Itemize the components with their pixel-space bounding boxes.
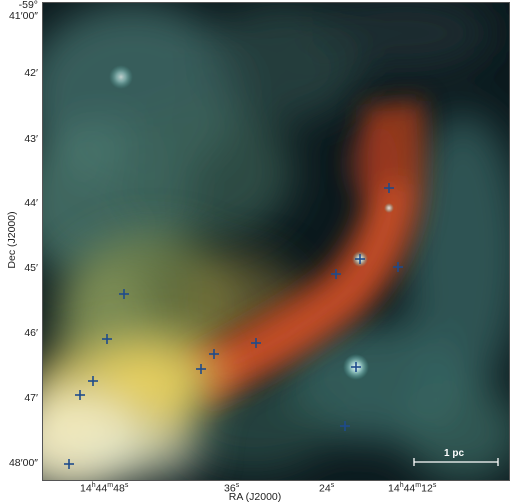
- scale-bar-label: 1 pc: [444, 448, 465, 459]
- x-tick-48s-ms: m: [107, 482, 114, 489]
- x-tick-12s-ms: m: [415, 482, 422, 489]
- y-tick-44: 44′: [24, 197, 38, 209]
- marker: [196, 364, 206, 374]
- marker: [64, 459, 74, 469]
- x-tick-12s-s: 12: [421, 482, 433, 495]
- marker: [88, 376, 98, 386]
- scale-bar: [413, 458, 499, 466]
- y-tick-top: -59° 41′00″: [0, 0, 38, 22]
- marker: [102, 334, 112, 344]
- x-tick-12s-h: 14: [388, 482, 400, 495]
- x-tick-48s-m: 44: [95, 482, 108, 495]
- yellow-glow: [43, 333, 223, 480]
- marker: [251, 338, 261, 348]
- marker: [119, 289, 129, 299]
- x-tick-48s-s: 48: [113, 482, 125, 495]
- x-tick-24s-ss: s: [330, 482, 335, 489]
- marker: [340, 421, 350, 431]
- ionization-ridge: [179, 100, 426, 410]
- marker: [384, 183, 394, 193]
- x-tick-36s-ss: s: [235, 482, 240, 489]
- source-markers: [64, 183, 403, 469]
- bright-star-upper: [109, 65, 133, 89]
- x-tick-48s-ss: s: [124, 482, 129, 489]
- x-tick-12s-hs: h: [399, 482, 404, 489]
- x-tick-48s: 14h44m48s: [80, 482, 128, 495]
- marker: [331, 269, 341, 279]
- y-tick-top-deg: -59°: [18, 0, 38, 11]
- x-tick-24s-s: 24: [319, 482, 331, 495]
- marker: [75, 390, 85, 400]
- x-tick-48s-h: 14: [80, 482, 92, 495]
- y-tick-45: 45′: [24, 262, 38, 274]
- x-tick-48s-hs: h: [91, 482, 96, 489]
- x-tick-24s: 24s: [319, 482, 334, 495]
- teal-nebula: [43, 3, 509, 480]
- y-tick-43: 43′: [24, 133, 38, 145]
- y-axis-title: Dec (J2000): [6, 211, 18, 269]
- x-axis-title: RA (J2000): [228, 491, 282, 503]
- marker: [355, 254, 365, 264]
- nebula-svg: [43, 3, 509, 480]
- x-tick-36s-s: 36: [224, 482, 236, 495]
- nebula-image: [42, 2, 510, 481]
- x-tick-12s-m: 44: [403, 482, 416, 495]
- y-tick-46: 46′: [24, 327, 38, 339]
- x-tick-12s: 14h44m12s: [388, 482, 436, 495]
- x-tick-36s: 36s: [224, 482, 239, 495]
- y-tick-top-min: 41′00″: [8, 10, 38, 22]
- marker: [393, 262, 403, 272]
- bright-star-ridge-2: [384, 203, 394, 213]
- marker: [351, 362, 361, 372]
- y-tick-48: 48′00″: [8, 457, 38, 469]
- y-tick-42: 42′: [24, 67, 38, 79]
- marker: [209, 349, 219, 359]
- x-tick-12s-ss: s: [432, 482, 437, 489]
- y-tick-47: 47′: [24, 392, 38, 404]
